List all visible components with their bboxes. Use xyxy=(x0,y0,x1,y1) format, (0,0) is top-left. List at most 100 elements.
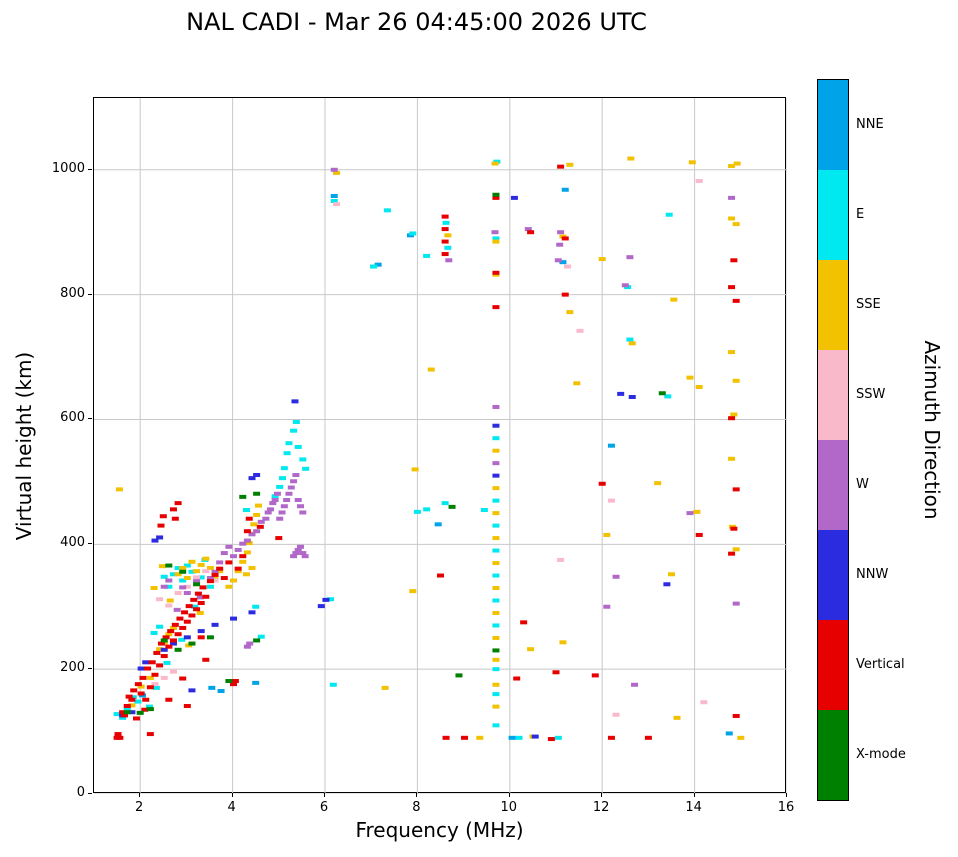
data-point-X-mode xyxy=(165,563,173,568)
data-point-NNW xyxy=(160,647,168,652)
y-tick-label: 0 xyxy=(76,785,85,800)
data-point-Vertical xyxy=(197,635,205,640)
data-point-E xyxy=(665,212,673,217)
data-point-E xyxy=(302,466,310,471)
data-point-X-mode xyxy=(188,641,196,646)
data-point-SSE xyxy=(409,589,417,594)
data-point-W xyxy=(732,601,740,606)
data-point-Vertical xyxy=(441,214,449,219)
data-point-SSE xyxy=(573,381,581,386)
data-point-W xyxy=(248,532,256,537)
data-point-NNW xyxy=(142,660,150,665)
data-point-E xyxy=(183,563,191,568)
data-point-SSE xyxy=(156,647,164,652)
data-point-NNE xyxy=(217,689,225,694)
data-point-SSE xyxy=(183,576,191,581)
data-point-W xyxy=(557,230,565,235)
data-point-SSE xyxy=(492,635,500,640)
data-point-W xyxy=(165,578,173,583)
data-point-Vertical xyxy=(695,532,703,537)
data-point-SSE xyxy=(254,503,262,508)
colorbar-segment-SSE xyxy=(818,260,848,350)
data-point-Vertical xyxy=(220,576,228,581)
data-point-E xyxy=(278,476,286,481)
data-point-W xyxy=(524,227,532,232)
data-point-SSE xyxy=(150,586,158,591)
x-tick-label: 16 xyxy=(777,800,795,815)
data-point-SSE xyxy=(211,575,219,580)
plot-area xyxy=(93,97,787,794)
data-point-X-mode xyxy=(253,638,261,643)
data-point-Vertical xyxy=(561,292,569,297)
data-point-SSE xyxy=(492,657,500,662)
data-point-SSE xyxy=(732,222,740,227)
data-point-Vertical xyxy=(171,516,179,521)
data-point-E xyxy=(206,584,214,589)
data-point-Vertical xyxy=(598,481,606,486)
data-point-W xyxy=(234,547,242,552)
data-point-W xyxy=(297,504,305,509)
data-point-E xyxy=(129,695,137,700)
data-point-SSE xyxy=(146,675,154,680)
colorbar-label-Vertical: Vertical xyxy=(856,657,905,672)
data-point-Vertical xyxy=(231,679,239,684)
data-point-SSW xyxy=(576,328,584,333)
data-point-W xyxy=(292,551,300,556)
data-point-SSE xyxy=(169,625,177,630)
data-point-SSW xyxy=(211,578,219,583)
data-point-SSW xyxy=(165,603,173,608)
data-point-SSE xyxy=(206,566,214,571)
data-point-E xyxy=(492,667,500,672)
data-point-SSE xyxy=(492,486,500,491)
x-tick-mark xyxy=(786,793,787,797)
data-point-Vertical xyxy=(513,676,521,681)
data-point-W xyxy=(556,242,564,247)
data-point-W xyxy=(626,255,634,260)
data-point-SSE xyxy=(732,547,740,552)
data-point-SSE xyxy=(197,562,205,567)
data-point-SSE xyxy=(381,685,389,690)
data-point-NNW xyxy=(492,473,500,478)
data-point-Vertical xyxy=(162,635,170,640)
data-point-Vertical xyxy=(160,654,168,659)
data-point-SSE xyxy=(728,164,736,169)
data-point-X-mode xyxy=(160,638,168,643)
data-point-E xyxy=(134,699,142,704)
data-point-E xyxy=(150,630,158,635)
data-point-W xyxy=(273,491,281,496)
data-point-E xyxy=(409,231,417,236)
colorbar-label-SSE: SSE xyxy=(856,297,881,312)
data-point-X-mode xyxy=(492,192,500,197)
data-point-SSW xyxy=(612,712,620,717)
data-point-NNW xyxy=(531,734,539,739)
data-point-Vertical xyxy=(125,694,133,699)
data-point-W xyxy=(243,538,251,543)
data-point-SSW xyxy=(193,575,201,580)
data-point-NNE xyxy=(559,260,567,265)
data-point-SSE xyxy=(188,559,196,564)
colorbar-segment-Vertical xyxy=(818,620,848,710)
data-point-E xyxy=(442,220,450,225)
data-point-Vertical xyxy=(120,713,128,718)
y-tick-label: 800 xyxy=(60,285,85,301)
data-point-E xyxy=(492,523,500,528)
data-point-Vertical xyxy=(492,195,500,200)
scatter-canvas xyxy=(94,98,787,794)
data-point-SSW xyxy=(183,584,191,589)
data-point-Vertical xyxy=(137,691,145,696)
data-point-SSW xyxy=(333,202,341,207)
x-tick-label: 2 xyxy=(135,800,144,815)
data-point-SSE xyxy=(248,566,256,571)
y-tick-mark xyxy=(88,543,92,545)
colorbar-label-SSW: SSW xyxy=(856,387,886,402)
data-point-X-mode xyxy=(146,707,154,712)
data-point-E xyxy=(191,604,199,609)
x-tick-label: 14 xyxy=(685,800,702,815)
data-point-E xyxy=(285,441,293,446)
y-tick-mark xyxy=(88,793,92,794)
data-point-E xyxy=(283,451,291,456)
data-point-E xyxy=(123,707,131,712)
x-tick-label: 10 xyxy=(500,800,518,815)
data-point-X-mode xyxy=(225,679,233,684)
